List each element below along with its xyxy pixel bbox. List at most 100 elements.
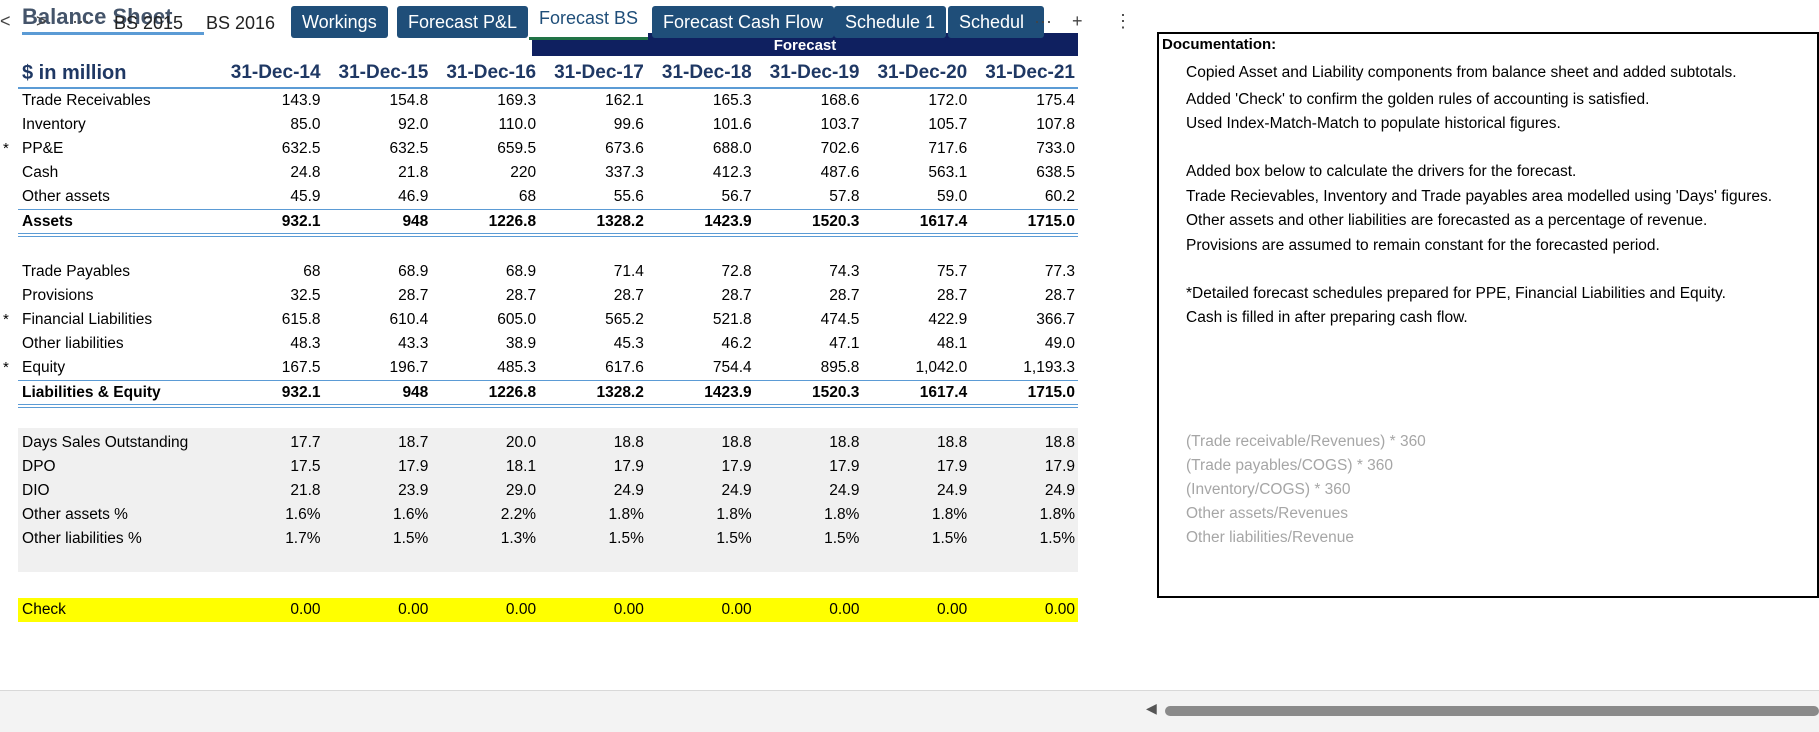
table-cell[interactable]: 1520.3 [812,213,860,230]
table-cell[interactable]: 55.6 [613,188,644,205]
table-cell[interactable]: 68 [518,188,537,205]
table-cell[interactable]: 28.7 [398,287,429,304]
table-cell[interactable]: 1715.0 [1027,213,1075,230]
table-cell[interactable]: 32.5 [290,287,321,304]
table-cell[interactable]: 48.1 [937,335,968,352]
table-cell[interactable]: 895.8 [820,359,860,376]
period-header[interactable]: 31-Dec-17 [554,62,644,83]
table-cell[interactable]: 18.8 [613,434,644,451]
table-cell[interactable]: 172.0 [928,92,968,109]
table-cell[interactable]: 337.3 [605,164,644,181]
table-cell[interactable]: 23.9 [398,482,429,499]
table-cell[interactable]: 60.2 [1044,188,1075,205]
table-cell[interactable]: 702.6 [820,140,860,157]
table-cell[interactable]: 21.8 [290,482,321,499]
table-cell[interactable]: 948 [402,213,429,230]
table-cell[interactable]: 165.3 [712,92,752,109]
table-cell[interactable]: 1.8% [716,506,752,523]
table-cell[interactable]: 605.0 [497,311,537,328]
table-cell[interactable]: 43.3 [398,335,429,352]
table-cell[interactable]: 21.8 [398,164,429,181]
add-sheet-icon[interactable]: + [1072,11,1083,31]
table-cell[interactable]: 154.8 [389,92,429,109]
table-cell[interactable]: 632.5 [281,140,321,157]
period-header[interactable]: 31-Dec-20 [877,62,968,83]
table-cell[interactable]: 24.9 [829,482,860,499]
table-cell[interactable]: 688.0 [712,140,752,157]
table-cell[interactable]: 932.1 [281,384,321,401]
table-cell[interactable]: 17.9 [398,458,429,475]
table-cell[interactable]: 932.1 [281,213,321,230]
table-cell[interactable]: 474.5 [820,311,860,328]
table-cell[interactable]: 68.9 [505,263,537,280]
table-cell[interactable]: 28.7 [505,287,537,304]
period-header[interactable]: 31-Dec-18 [661,62,752,83]
table-cell[interactable]: 1.6% [392,506,429,523]
table-cell[interactable]: 169.3 [497,92,537,109]
table-cell[interactable]: 1617.4 [919,384,968,401]
period-header[interactable]: 31-Dec-19 [769,62,860,83]
table-cell[interactable]: 105.7 [928,116,968,133]
sheet-tab[interactable]: Forecast P&L [397,6,529,38]
table-cell[interactable]: 0.00 [721,601,752,618]
table-cell[interactable]: 733.0 [1036,140,1075,157]
table-cell[interactable]: 1715.0 [1027,384,1075,401]
table-cell[interactable]: 412.3 [712,164,752,181]
sheet-tab[interactable]: BS 2015 [114,13,184,33]
table-cell[interactable]: 1226.8 [488,384,537,401]
table-cell[interactable]: 72.8 [721,263,752,280]
table-cell[interactable]: 29.0 [505,482,537,499]
table-cell[interactable]: 77.3 [1044,263,1075,280]
table-cell[interactable]: 17.9 [613,458,644,475]
table-cell[interactable]: 17.9 [1044,458,1075,475]
more-tabs-right-icon[interactable]: ··· [1034,11,1052,31]
table-cell[interactable]: 2.2% [500,506,537,523]
table-cell[interactable]: 1.5% [392,530,429,547]
table-cell[interactable]: 220 [510,164,537,181]
table-cell[interactable]: 0.00 [290,601,321,618]
sheet-options-icon[interactable]: ⋮ [1114,11,1132,31]
table-cell[interactable]: 1.8% [931,506,968,523]
table-cell[interactable]: 948 [402,384,429,401]
table-cell[interactable]: 638.5 [1036,164,1075,181]
table-cell[interactable]: 0.00 [937,601,968,618]
table-cell[interactable]: 1.5% [1039,530,1075,547]
table-cell[interactable]: 1.8% [824,506,860,523]
table-cell[interactable]: 24.9 [613,482,644,499]
table-cell[interactable]: 1,193.3 [1023,359,1075,376]
table-cell[interactable]: 196.7 [389,359,429,376]
table-cell[interactable]: 24.9 [721,482,752,499]
table-cell[interactable]: 24.9 [1044,482,1075,499]
table-cell[interactable]: 366.7 [1036,311,1075,328]
sheet-tab[interactable]: Forecast BS [529,0,649,40]
table-cell[interactable]: 168.6 [820,92,860,109]
table-cell[interactable]: 1.5% [608,530,644,547]
horizontal-scrollbar[interactable] [1165,706,1819,716]
table-cell[interactable]: 175.4 [1036,92,1075,109]
table-cell[interactable]: 24.8 [290,164,321,181]
table-cell[interactable]: 38.9 [505,335,537,352]
table-cell[interactable]: 46.2 [721,335,752,352]
table-cell[interactable]: 1.8% [1039,506,1075,523]
table-cell[interactable]: 59.0 [937,188,968,205]
table-cell[interactable]: 1617.4 [919,213,968,230]
table-cell[interactable]: 18.1 [505,458,537,475]
table-cell[interactable]: 74.3 [829,263,860,280]
table-cell[interactable]: 1.6% [285,506,321,523]
table-cell[interactable]: 0.00 [829,601,860,618]
table-cell[interactable]: 18.8 [829,434,860,451]
table-cell[interactable]: 46.9 [398,188,429,205]
table-cell[interactable]: 1328.2 [596,384,644,401]
table-cell[interactable]: 47.1 [829,335,860,352]
table-cell[interactable]: 92.0 [398,116,429,133]
table-cell[interactable]: 1,042.0 [915,359,968,376]
table-cell[interactable]: 0.00 [398,601,429,618]
table-cell[interactable]: 1423.9 [704,384,752,401]
table-cell[interactable]: 754.4 [712,359,752,376]
table-cell[interactable]: 143.9 [281,92,321,109]
table-cell[interactable]: 110.0 [498,116,537,133]
period-header[interactable]: 31-Dec-15 [338,62,429,83]
table-cell[interactable]: 0.00 [613,601,644,618]
table-cell[interactable]: 0.00 [1044,601,1075,618]
table-cell[interactable]: 1.5% [716,530,752,547]
